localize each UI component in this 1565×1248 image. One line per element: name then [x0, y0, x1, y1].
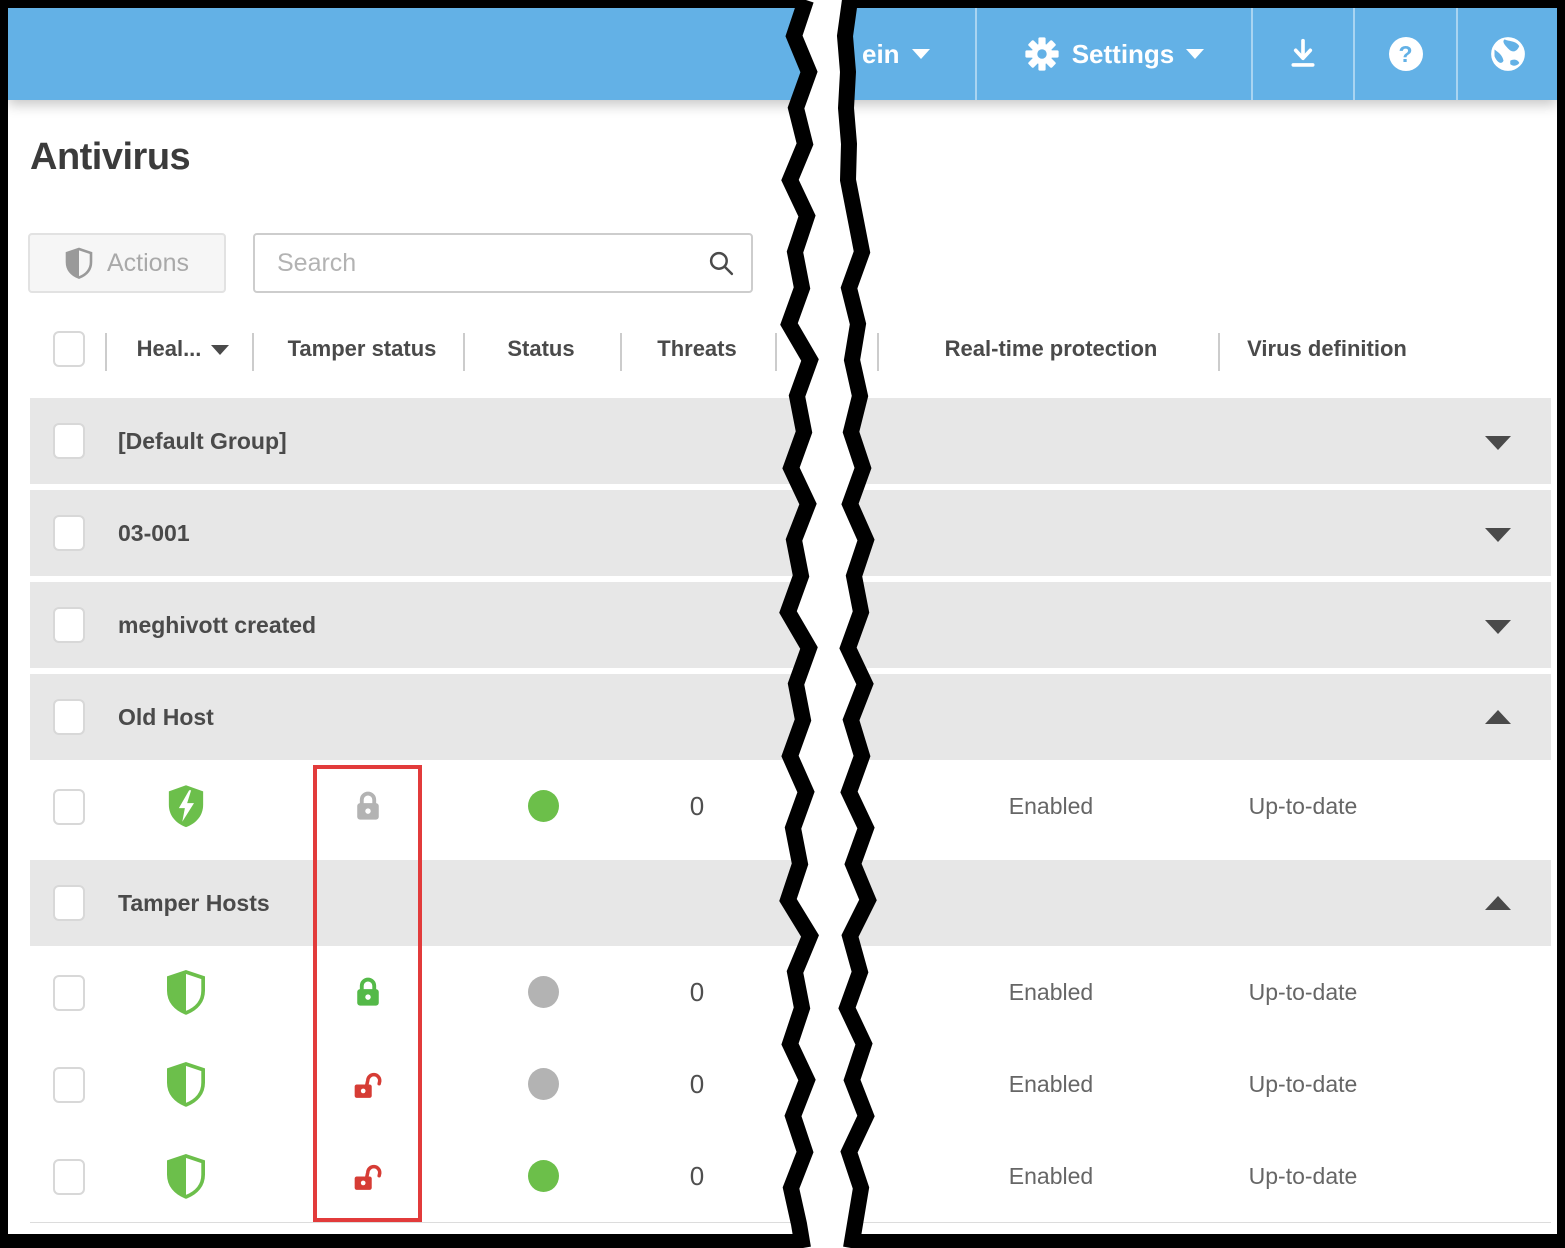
- lock-open-icon: [352, 1067, 384, 1101]
- sort-down-icon: [211, 345, 230, 356]
- column-header-health[interactable]: Heal...: [118, 336, 248, 362]
- row-checkbox[interactable]: [53, 1067, 85, 1103]
- column-header-torn[interactable]: C: [797, 336, 813, 361]
- shield-half-icon: [166, 1153, 206, 1199]
- row-separator: [30, 1222, 1551, 1223]
- group-checkbox[interactable]: [53, 885, 85, 921]
- chevron-down-icon[interactable]: [1485, 528, 1511, 542]
- lock-closed-icon: [352, 975, 384, 1009]
- lock-open-icon: [352, 1159, 384, 1193]
- user-menu[interactable]: ein: [838, 8, 975, 100]
- row-checkbox[interactable]: [53, 975, 85, 1011]
- group-name: Tamper Hosts: [118, 890, 270, 916]
- settings-menu[interactable]: Settings: [975, 8, 1251, 100]
- divider: [105, 333, 107, 371]
- user-name: ein: [862, 38, 900, 69]
- threats-count: 0: [689, 977, 705, 1007]
- threats-count: 0: [689, 1069, 705, 1099]
- threats-count: 0: [689, 791, 705, 821]
- download-icon: [1291, 38, 1315, 67]
- status-dot: [528, 976, 559, 1008]
- globe-icon: [1490, 37, 1525, 71]
- shield-half-icon: [166, 1061, 206, 1107]
- group-name: meghivott created: [118, 612, 317, 638]
- divider: [1218, 333, 1220, 371]
- group-row-tamper-hosts[interactable]: Tamper Hosts: [30, 860, 1551, 946]
- virus-definition-value: Up-to-date: [1248, 1163, 1358, 1189]
- group-row-default-group[interactable]: [Default Group]: [30, 398, 1551, 484]
- status-dot: [528, 790, 559, 822]
- download-button[interactable]: [1251, 8, 1353, 100]
- realtime-protection-value: Enabled: [1008, 793, 1094, 819]
- column-header-realtime-protection[interactable]: Real-time protection: [944, 336, 1158, 361]
- group-row-03-001[interactable]: 03-001: [30, 490, 1551, 576]
- settings-label: Settings: [1071, 38, 1175, 69]
- lock-closed-icon: [352, 789, 384, 823]
- virus-definition-value: Up-to-date: [1248, 793, 1358, 819]
- search-input[interactable]: [255, 235, 717, 291]
- divider: [463, 333, 465, 371]
- column-header-virus-definition[interactable]: Virus definition: [1247, 336, 1407, 361]
- column-header-status[interactable]: Status: [507, 336, 575, 361]
- shield-half-icon: [166, 969, 206, 1015]
- column-header-tamper-status[interactable]: Tamper status: [287, 336, 437, 361]
- chevron-up-icon[interactable]: [1485, 896, 1511, 910]
- app-window: ein Settings: [8, 8, 1557, 1234]
- select-all-checkbox[interactable]: [53, 331, 85, 367]
- virus-definition-value: Up-to-date: [1248, 1071, 1358, 1097]
- page-title: Antivirus: [30, 136, 191, 178]
- gear-icon: [1025, 37, 1059, 71]
- group-checkbox[interactable]: [53, 515, 85, 551]
- help-button[interactable]: ?: [1353, 8, 1456, 100]
- group-row-old-host[interactable]: Old Host: [30, 674, 1551, 760]
- help-icon: ?: [1388, 37, 1423, 71]
- threats-count: 0: [689, 1161, 705, 1191]
- realtime-protection-value: Enabled: [1008, 1163, 1094, 1189]
- actions-button[interactable]: Actions: [28, 233, 226, 293]
- group-checkbox[interactable]: [53, 423, 85, 459]
- search-box: [253, 233, 753, 293]
- group-checkbox[interactable]: [53, 699, 85, 735]
- actions-label: Actions: [107, 248, 189, 277]
- header-bar: ein Settings: [8, 8, 1557, 100]
- virus-definition-value: Up-to-date: [1248, 979, 1358, 1005]
- globe-button[interactable]: [1456, 8, 1557, 100]
- shield-icon: [65, 247, 93, 279]
- group-name: [Default Group]: [118, 428, 287, 454]
- column-header-threats[interactable]: Threats: [657, 336, 737, 361]
- chevron-down-icon[interactable]: [1485, 436, 1511, 450]
- group-checkbox[interactable]: [53, 607, 85, 643]
- divider: [620, 333, 622, 371]
- realtime-protection-value: Enabled: [1008, 1071, 1094, 1097]
- shield-bolt-icon: [166, 783, 206, 829]
- group-name: 03-001: [118, 520, 190, 546]
- divider: [252, 333, 254, 371]
- divider: [877, 333, 879, 371]
- host-row[interactable]: 0 Enabled Up-to-date: [30, 1038, 1551, 1130]
- chevron-down-icon: [1186, 49, 1205, 59]
- row-checkbox[interactable]: [53, 789, 85, 825]
- chevron-up-icon[interactable]: [1485, 710, 1511, 724]
- group-row-meghivott-created[interactable]: meghivott created: [30, 582, 1551, 668]
- status-dot: [528, 1068, 559, 1100]
- row-checkbox[interactable]: [53, 1159, 85, 1195]
- divider: [775, 333, 777, 371]
- chevron-down-icon: [911, 49, 930, 59]
- group-name: Old Host: [118, 704, 214, 730]
- host-row[interactable]: 0 Enabled Up-to-date: [30, 946, 1551, 1038]
- status-dot: [528, 1160, 559, 1192]
- search-icon: [709, 251, 734, 276]
- host-row[interactable]: 0 Enabled Up-to-date: [30, 760, 1551, 852]
- host-row[interactable]: 0 Enabled Up-to-date: [30, 1130, 1551, 1222]
- chevron-down-icon[interactable]: [1485, 620, 1511, 634]
- realtime-protection-value: Enabled: [1008, 979, 1094, 1005]
- table-header: Heal... Tamper status Status Threats C R…: [8, 330, 1557, 376]
